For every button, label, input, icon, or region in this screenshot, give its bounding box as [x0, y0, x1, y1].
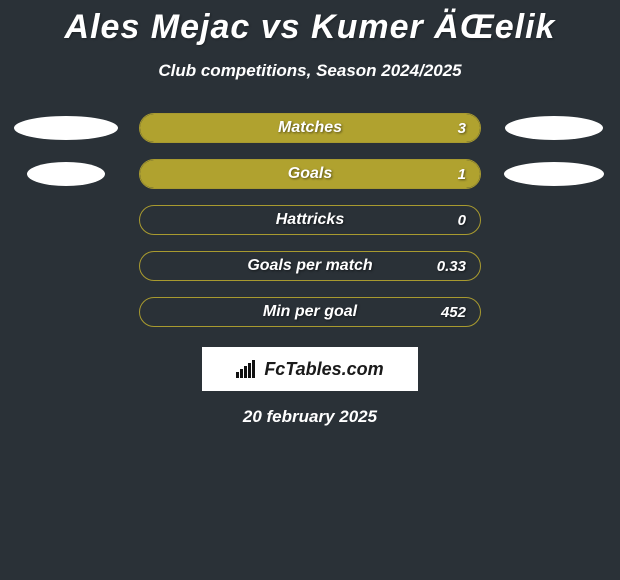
stat-row: Min per goal452 — [0, 297, 620, 327]
subtitle: Club competitions, Season 2024/2025 — [0, 61, 620, 81]
stat-value: 1 — [458, 160, 466, 188]
stat-label: Hattricks — [140, 206, 480, 234]
stat-bar: Matches3 — [139, 113, 481, 143]
left-ellipse-marker — [27, 162, 105, 186]
stat-value: 0 — [458, 206, 466, 234]
logo-text: FcTables.com — [264, 359, 383, 380]
stat-bar: Hattricks0 — [139, 205, 481, 235]
stat-rows: Matches3Goals1Hattricks0Goals per match0… — [0, 113, 620, 327]
stat-row: Goals per match0.33 — [0, 251, 620, 281]
chart-bars-icon — [236, 360, 258, 378]
right-ellipse-marker — [505, 116, 603, 140]
chart-container: Ales Mejac vs Kumer ÄŒelik Club competit… — [0, 0, 620, 427]
page-title: Ales Mejac vs Kumer ÄŒelik — [0, 8, 620, 47]
right-marker-slot — [499, 162, 609, 186]
left-marker-slot — [11, 116, 121, 140]
left-marker-slot — [11, 162, 121, 186]
stat-row: Hattricks0 — [0, 205, 620, 235]
date-text: 20 february 2025 — [0, 407, 620, 427]
stat-label: Matches — [140, 114, 480, 142]
stat-row: Matches3 — [0, 113, 620, 143]
right-ellipse-marker — [504, 162, 604, 186]
stat-value: 452 — [441, 298, 466, 326]
stat-bar: Min per goal452 — [139, 297, 481, 327]
right-marker-slot — [499, 116, 609, 140]
stat-label: Goals — [140, 160, 480, 188]
stat-value: 3 — [458, 114, 466, 142]
stat-bar: Goals per match0.33 — [139, 251, 481, 281]
stat-bar: Goals1 — [139, 159, 481, 189]
stat-row: Goals1 — [0, 159, 620, 189]
stat-label: Min per goal — [140, 298, 480, 326]
left-ellipse-marker — [14, 116, 118, 140]
stat-label: Goals per match — [140, 252, 480, 280]
stat-value: 0.33 — [437, 252, 466, 280]
logo-box: FcTables.com — [202, 347, 418, 391]
